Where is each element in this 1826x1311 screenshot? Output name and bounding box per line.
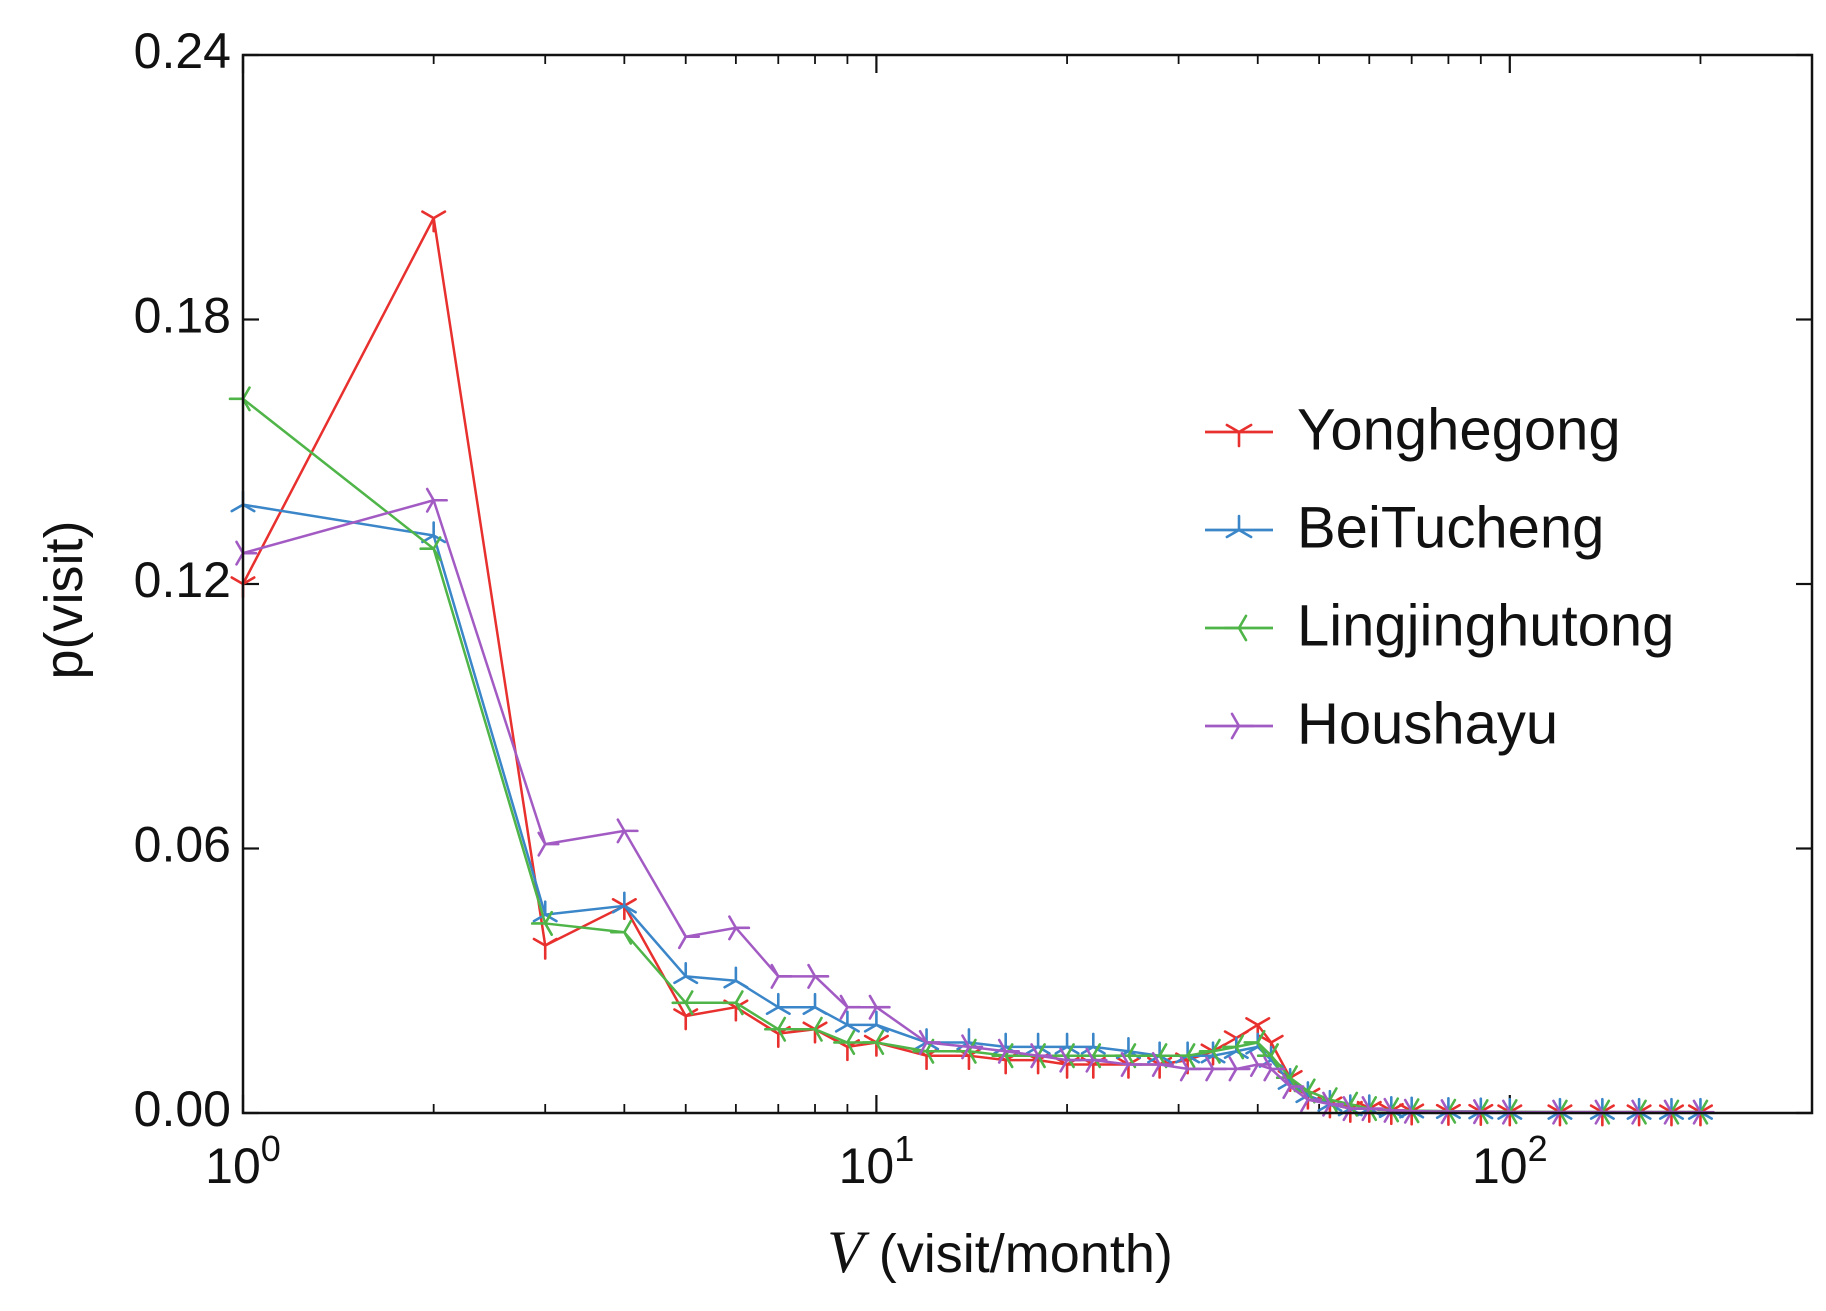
legend-label-lingjinghutong: Lingjinghutong bbox=[1297, 593, 1674, 658]
data-point-lingjinghutong bbox=[800, 1016, 823, 1042]
data-point-beitucheng bbox=[765, 992, 791, 1015]
data-point-beitucheng bbox=[802, 992, 828, 1015]
y-tick-label: 0.24 bbox=[134, 23, 231, 79]
y-tick-label: 0.06 bbox=[134, 817, 231, 873]
data-point-houshayu bbox=[1085, 1047, 1108, 1073]
legend-marker-houshayu bbox=[1230, 712, 1255, 740]
legend-item-houshayu: Houshayu bbox=[1205, 691, 1558, 756]
data-point-lingjinghutong bbox=[1243, 1029, 1266, 1056]
x-axis-unit: (visit/month) bbox=[864, 1224, 1173, 1284]
x-tick-exponent: 1 bbox=[894, 1128, 914, 1169]
data-point-houshayu bbox=[677, 924, 701, 950]
y-axis-label: p(visit) bbox=[34, 521, 94, 680]
data-point-houshayu bbox=[1059, 1047, 1082, 1073]
data-point-beitucheng bbox=[863, 1010, 889, 1033]
data-point-beitucheng bbox=[723, 966, 749, 989]
data-point-houshayu bbox=[1300, 1087, 1323, 1113]
x-axis-label: V (visit/month) bbox=[827, 1219, 1173, 1285]
x-tick-label: 101 bbox=[839, 1128, 915, 1194]
data-point-lingjinghutong bbox=[610, 919, 633, 945]
legend-marker-beitucheng bbox=[1225, 514, 1253, 539]
x-tick-base: 10 bbox=[1472, 1138, 1528, 1194]
data-point-yonghegong bbox=[532, 937, 558, 960]
legend-label-yonghegong: Yonghegong bbox=[1297, 397, 1621, 462]
data-point-beitucheng bbox=[834, 1010, 860, 1033]
data-point-houshayu bbox=[839, 994, 862, 1020]
data-point-houshayu bbox=[1151, 1051, 1174, 1078]
data-point-beitucheng bbox=[1025, 1032, 1051, 1055]
data-point-houshayu bbox=[537, 831, 560, 857]
data-point-beitucheng bbox=[611, 891, 637, 914]
data-point-lingjinghutong bbox=[671, 990, 694, 1016]
x-tick-base: 10 bbox=[205, 1138, 261, 1194]
x-tick-label: 100 bbox=[205, 1128, 281, 1194]
x-axis-variable: V bbox=[827, 1219, 870, 1285]
x-tick-base: 10 bbox=[839, 1138, 895, 1194]
legend-marker-lingjinghutong bbox=[1223, 614, 1248, 642]
data-point-houshayu bbox=[1228, 1056, 1251, 1082]
data-point-houshayu bbox=[961, 1034, 984, 1060]
legend: Yonghegong BeiTucheng Lingjinghutong Housha… bbox=[1205, 397, 1674, 756]
data-point-houshayu bbox=[1282, 1073, 1305, 1100]
data-point-yonghegong bbox=[611, 898, 637, 921]
data-point-lingjinghutong bbox=[862, 1029, 885, 1056]
plot-frame bbox=[241, 53, 1814, 1115]
data-point-beitucheng bbox=[673, 962, 699, 985]
data-point-lingjinghutong bbox=[1256, 1043, 1279, 1069]
x-tick-label: 102 bbox=[1472, 1128, 1548, 1194]
data-point-lingjinghutong bbox=[530, 910, 554, 936]
plot-series bbox=[228, 210, 1715, 1127]
data-point-houshayu bbox=[1120, 1051, 1143, 1078]
data-point-houshayu bbox=[868, 994, 891, 1020]
data-point-houshayu bbox=[616, 818, 639, 844]
data-point-lingjinghutong bbox=[419, 536, 442, 562]
y-tick-label: 0.00 bbox=[134, 1081, 231, 1137]
data-point-houshayu bbox=[1263, 1056, 1286, 1082]
data-point-lingjinghutong bbox=[763, 1016, 787, 1042]
data-point-yonghegong bbox=[421, 210, 447, 233]
data-point-lingjinghutong bbox=[833, 1029, 856, 1056]
legend-marker-yonghegong bbox=[1225, 423, 1253, 448]
data-point-houshayu bbox=[1179, 1056, 1202, 1082]
legend-item-lingjinghutong: Lingjinghutong bbox=[1205, 593, 1674, 658]
x-tick-exponent: 2 bbox=[1528, 1128, 1548, 1169]
data-point-lingjinghutong bbox=[1221, 1034, 1245, 1060]
data-point-houshayu bbox=[997, 1038, 1020, 1064]
data-point-houshayu bbox=[728, 915, 751, 941]
data-point-lingjinghutong bbox=[721, 990, 744, 1016]
data-point-houshayu bbox=[918, 1029, 941, 1056]
data-point-houshayu bbox=[425, 487, 448, 513]
data-point-houshayu bbox=[770, 963, 793, 989]
legend-label-houshayu: Houshayu bbox=[1297, 691, 1558, 756]
x-tick-exponent: 0 bbox=[261, 1128, 281, 1169]
data-point-houshayu bbox=[1205, 1056, 1228, 1082]
legend-item-beitucheng: BeiTucheng bbox=[1205, 495, 1604, 560]
y-tick-label: 0.18 bbox=[134, 288, 231, 344]
data-point-lingjinghutong bbox=[1173, 1043, 1196, 1069]
legend-item-yonghegong: Yonghegong bbox=[1205, 397, 1621, 462]
data-point-houshayu bbox=[1030, 1043, 1053, 1069]
data-point-lingjinghutong bbox=[1198, 1038, 1221, 1064]
data-point-houshayu bbox=[807, 963, 830, 989]
legend-label-beitucheng: BeiTucheng bbox=[1297, 495, 1604, 560]
y-tick-label: 0.12 bbox=[134, 552, 231, 608]
